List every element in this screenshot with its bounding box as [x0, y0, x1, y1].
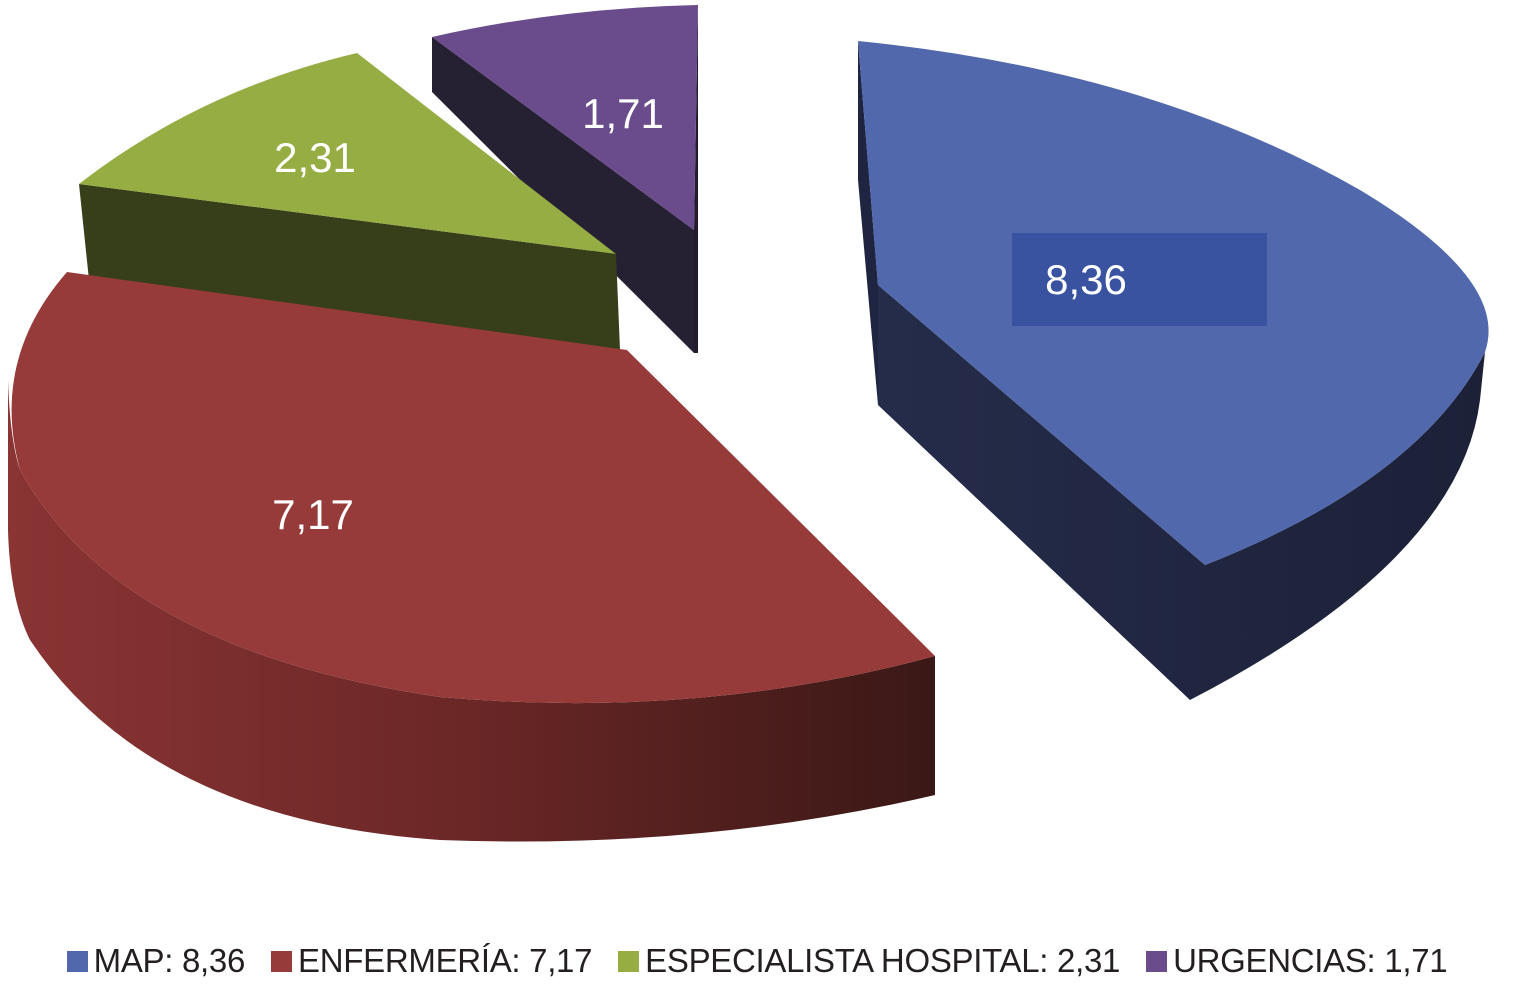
slice-top-especialista-hospital	[79, 53, 616, 254]
data-label-box-map	[1012, 233, 1267, 326]
legend-item-map: MAP: 8,36	[66, 942, 246, 980]
pie-slice-especialista-hospital	[79, 53, 620, 350]
legend-swatch-map	[66, 950, 88, 972]
pie-slice-enfermeria	[8, 272, 935, 842]
slice-top-enfermeria	[11, 272, 935, 704]
pie-slice-urgencias	[432, 5, 698, 353]
slice-side-urgencias-right	[694, 5, 698, 353]
pie-slice-map	[858, 41, 1489, 700]
slice-side-urgencias	[432, 37, 694, 353]
legend-item-especialista-hospital: ESPECIALISTA HOSPITAL: 2,31	[618, 942, 1120, 980]
slice-top-urgencias	[432, 5, 698, 230]
legend-label-enfermeria: ENFERMERÍA: 7,17	[298, 942, 593, 979]
data-label-map: 8,36	[1045, 256, 1127, 303]
data-labels: 8,36 7,17 2,31 1,71	[272, 90, 1127, 538]
legend-swatch-enfermeria	[271, 950, 293, 972]
slice-side-map-left	[858, 41, 878, 405]
slice-side-especialista-hospital	[79, 184, 620, 350]
legend-label-especialista-hospital: ESPECIALISTA HOSPITAL: 2,31	[645, 942, 1121, 979]
data-label-urgencias: 1,71	[582, 90, 664, 137]
legend-label-map: MAP: 8,36	[93, 942, 246, 979]
data-label-enfermeria: 7,17	[272, 491, 354, 538]
legend-swatch-especialista-hospital	[618, 950, 640, 972]
legend-item-urgencias: URGENCIAS: 1,71	[1146, 942, 1448, 980]
chart-legend: MAP: 8,36 ENFERMERÍA: 7,17 ESPECIALISTA …	[0, 938, 1514, 984]
legend-item-enfermeria: ENFERMERÍA: 7,17	[271, 942, 592, 980]
data-label-especialista-hospital: 2,31	[274, 134, 356, 181]
slice-side-map	[878, 285, 1485, 700]
slice-side-enfermeria	[8, 380, 935, 842]
legend-label-urgencias: URGENCIAS: 1,71	[1173, 942, 1448, 979]
legend-swatch-urgencias	[1146, 950, 1168, 972]
